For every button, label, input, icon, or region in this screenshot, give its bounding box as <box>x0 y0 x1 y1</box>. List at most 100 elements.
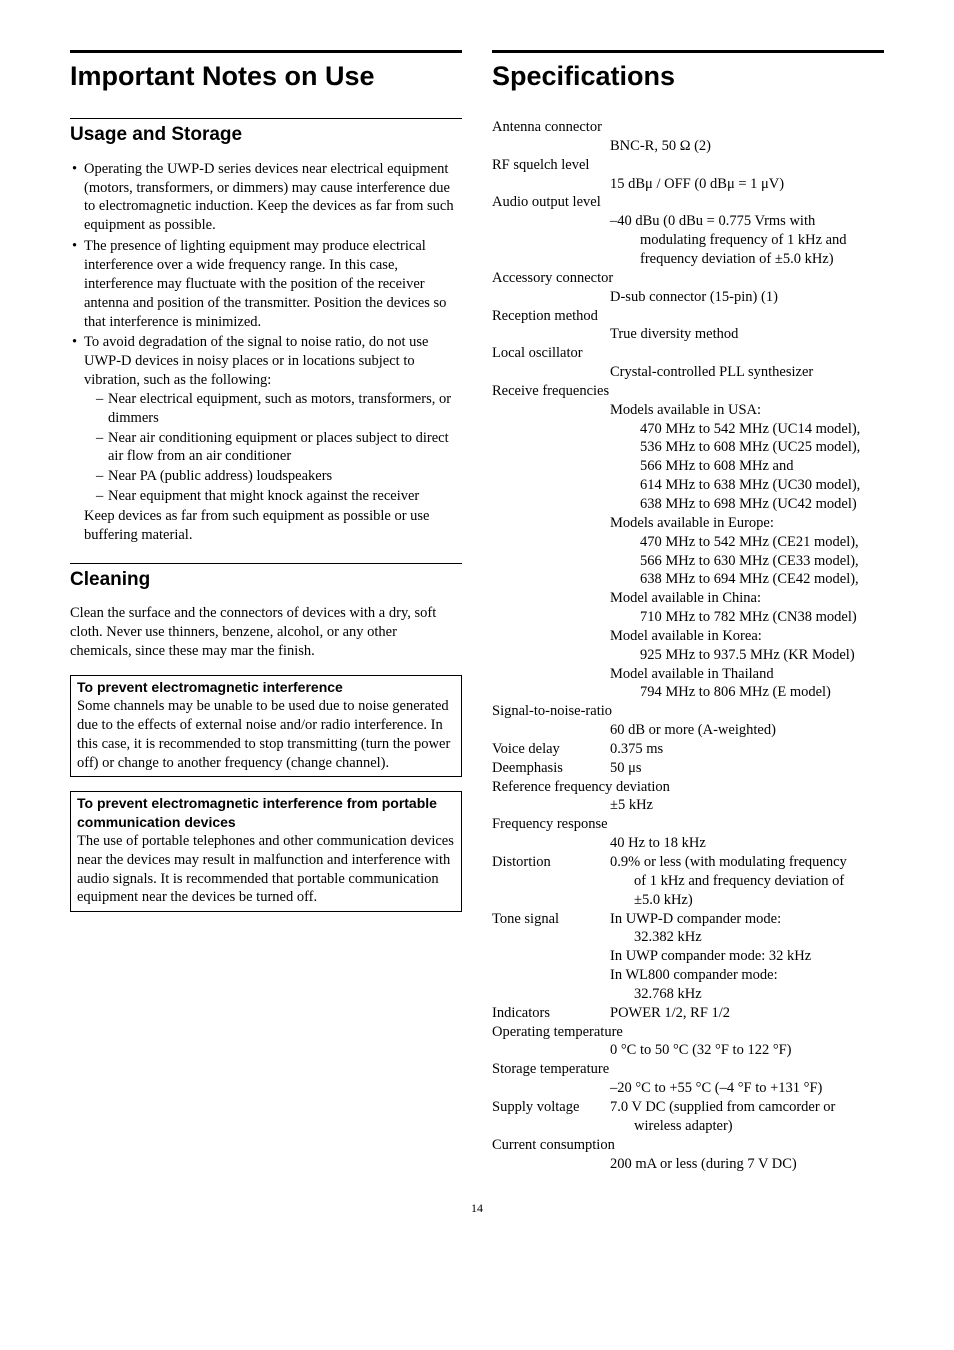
spec-value-cont: frequency deviation of ±5.0 kHz) <box>492 250 884 269</box>
spec-value-cont: 32.382 kHz <box>492 928 884 947</box>
title-rule <box>70 50 462 53</box>
subsection-rule <box>70 563 462 564</box>
spec-value-cont: 638 MHz to 694 MHz (CE42 model), <box>492 570 884 589</box>
section-title-important-notes: Important Notes on Use <box>70 59 462 94</box>
spec-value: 15 dBμ / OFF (0 dBμ = 1 μV) <box>492 175 884 194</box>
spec-label: Local oscillator <box>492 344 884 363</box>
dash-text: Near electrical equipment, such as motor… <box>108 391 451 426</box>
spec-label: RF squelch level <box>492 156 884 175</box>
bullet-text: Operating the UWP-D series devices near … <box>84 161 454 234</box>
spec-row: Distortion 0.9% or less (with modulating… <box>492 853 884 872</box>
page-number: 14 <box>70 1201 884 1217</box>
info-box-emi: To prevent electromagnetic interference … <box>70 675 462 778</box>
right-column: Specifications Antenna connector BNC-R, … <box>492 50 884 1173</box>
spec-label: Frequency response <box>492 815 884 834</box>
spec-value: 50 μs <box>610 759 884 778</box>
spec-label: Reception method <box>492 307 884 326</box>
usage-bullet-list: Operating the UWP-D series devices near … <box>70 160 462 545</box>
spec-value-cont: 32.768 kHz <box>492 985 884 1004</box>
spec-label: Accessory connector <box>492 269 884 288</box>
subsection-rule <box>70 118 462 119</box>
spec-value: POWER 1/2, RF 1/2 <box>610 1004 884 1023</box>
spec-value: –40 dBu (0 dBu = 0.775 Vrms with <box>492 212 884 231</box>
subsection-cleaning: Cleaning <box>70 568 462 593</box>
list-item: Operating the UWP-D series devices near … <box>70 160 462 235</box>
spec-value: 0 °C to 50 °C (32 °F to 122 °F) <box>492 1041 884 1060</box>
spec-value-cont: ±5.0 kHz) <box>492 891 884 910</box>
left-column: Important Notes on Use Usage and Storage… <box>70 50 462 1173</box>
spec-value: Models available in USA: <box>492 401 884 420</box>
spec-value: BNC-R, 50 Ω (2) <box>492 137 884 156</box>
spec-value: Model available in Thailand <box>492 665 884 684</box>
dash-text: Near equipment that might knock against … <box>108 488 419 504</box>
spec-value: Crystal-controlled PLL synthesizer <box>492 363 884 382</box>
dash-text: Near air conditioning equipment or place… <box>108 430 449 465</box>
dash-text: Near PA (public address) loudspeakers <box>108 468 332 484</box>
spec-value-cont: 566 MHz to 630 MHz (CE33 model), <box>492 552 884 571</box>
spec-row: Voice delay 0.375 ms <box>492 740 884 759</box>
list-item: Near electrical equipment, such as motor… <box>84 390 462 428</box>
spec-row: Indicators POWER 1/2, RF 1/2 <box>492 1004 884 1023</box>
bullet-text: To avoid degradation of the signal to no… <box>84 334 429 388</box>
box-body: The use of portable telephones and other… <box>77 832 455 907</box>
subsection-usage-storage: Usage and Storage <box>70 123 462 148</box>
list-item: Near PA (public address) loudspeakers <box>84 467 462 486</box>
spec-value: 60 dB or more (A-weighted) <box>492 721 884 740</box>
list-item: Near equipment that might knock against … <box>84 487 462 506</box>
spec-row: Tone signal In UWP-D compander mode: <box>492 910 884 929</box>
spec-value-cont: 794 MHz to 806 MHz (E model) <box>492 683 884 702</box>
spec-value: Model available in Korea: <box>492 627 884 646</box>
spec-label: Receive frequencies <box>492 382 884 401</box>
spec-label: Signal-to-noise-ratio <box>492 702 884 721</box>
spec-label: Voice delay <box>492 740 610 759</box>
spec-value: True diversity method <box>492 325 884 344</box>
spec-label: Supply voltage <box>492 1098 610 1117</box>
box-body: Some channels may be unable to be used d… <box>77 697 455 772</box>
spec-label: Reference frequency deviation <box>492 778 884 797</box>
spec-row: Supply voltage 7.0 V DC (supplied from c… <box>492 1098 884 1117</box>
spec-value: 200 mA or less (during 7 V DC) <box>492 1155 884 1174</box>
spec-label: Storage temperature <box>492 1060 884 1079</box>
spec-value: Models available in Europe: <box>492 514 884 533</box>
cleaning-body: Clean the surface and the connectors of … <box>70 604 462 661</box>
list-item: Near air conditioning equipment or place… <box>84 429 462 467</box>
spec-value-cont: 470 MHz to 542 MHz (UC14 model), <box>492 420 884 439</box>
spec-value: In UWP compander mode: 32 kHz <box>492 947 884 966</box>
info-box-portable-devices: To prevent electromagnetic interference … <box>70 791 462 912</box>
spec-block: Antenna connector BNC-R, 50 Ω (2) RF squ… <box>492 118 884 1173</box>
spec-value-cont: 638 MHz to 698 MHz (UC42 model) <box>492 495 884 514</box>
page: Important Notes on Use Usage and Storage… <box>0 0 954 1247</box>
spec-value: 0.9% or less (with modulating frequency <box>610 853 884 872</box>
spec-label: Distortion <box>492 853 610 872</box>
spec-value: 40 Hz to 18 kHz <box>492 834 884 853</box>
spec-value-cont: of 1 kHz and frequency deviation of <box>492 872 884 891</box>
spec-value-cont: 614 MHz to 638 MHz (UC30 model), <box>492 476 884 495</box>
box-title: To prevent electromagnetic interference <box>77 678 455 696</box>
spec-label: Deemphasis <box>492 759 610 778</box>
spec-label: Operating temperature <box>492 1023 884 1042</box>
spec-value: 7.0 V DC (supplied from camcorder or <box>610 1098 884 1117</box>
spec-value: ±5 kHz <box>492 796 884 815</box>
section-title-specifications: Specifications <box>492 59 884 94</box>
spec-label: Audio output level <box>492 193 884 212</box>
spec-value: –20 °C to +55 °C (–4 °F to +131 °F) <box>492 1079 884 1098</box>
title-rule <box>492 50 884 53</box>
spec-value-cont: 470 MHz to 542 MHz (CE21 model), <box>492 533 884 552</box>
spec-label: Current consumption <box>492 1136 884 1155</box>
list-item: To avoid degradation of the signal to no… <box>70 333 462 544</box>
spec-label: Indicators <box>492 1004 610 1023</box>
bullet-text: The presence of lighting equipment may p… <box>84 238 446 329</box>
spec-row: Deemphasis 50 μs <box>492 759 884 778</box>
bullet-tail-text: Keep devices as far from such equipment … <box>84 507 462 545</box>
spec-label: Tone signal <box>492 910 610 929</box>
list-item: The presence of lighting equipment may p… <box>70 237 462 331</box>
spec-value-cont: 566 MHz to 608 MHz and <box>492 457 884 476</box>
spec-value-cont: 536 MHz to 608 MHz (UC25 model), <box>492 438 884 457</box>
spec-value-cont: 710 MHz to 782 MHz (CN38 model) <box>492 608 884 627</box>
spec-value: In WL800 compander mode: <box>492 966 884 985</box>
spec-value: In UWP-D compander mode: <box>610 910 884 929</box>
spec-value: D-sub connector (15-pin) (1) <box>492 288 884 307</box>
spec-label: Antenna connector <box>492 118 884 137</box>
spec-value-cont: modulating frequency of 1 kHz and <box>492 231 884 250</box>
spec-value: Model available in China: <box>492 589 884 608</box>
